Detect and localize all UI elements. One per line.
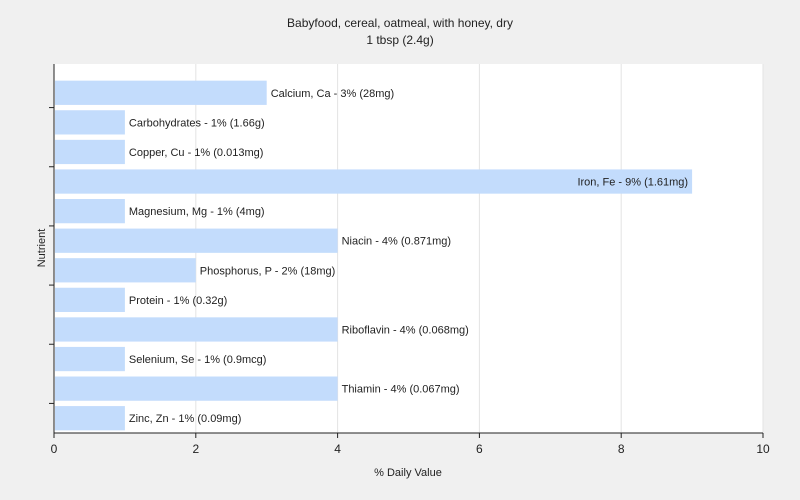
bar bbox=[55, 287, 125, 313]
x-tick-label: 8 bbox=[618, 442, 625, 456]
bar bbox=[55, 169, 693, 194]
y-ticks bbox=[49, 107, 54, 404]
chart-title: Babyfood, cereal, oatmeal, with honey, d… bbox=[287, 16, 513, 30]
x-tick-label: 4 bbox=[334, 442, 341, 456]
bar-label: Zinc, Zn - 1% (0.09mg) bbox=[129, 413, 241, 425]
bar bbox=[55, 376, 338, 401]
x-ticks: 0 2 4 6 8 10 bbox=[51, 433, 770, 456]
bar bbox=[55, 110, 125, 135]
bar-label: Carbohydrates - 1% (1.66g) bbox=[129, 117, 265, 129]
bar bbox=[55, 80, 267, 105]
bar-label: Phosphorus, P - 2% (18mg) bbox=[200, 265, 336, 277]
x-tick-label: 2 bbox=[192, 442, 199, 456]
bar bbox=[55, 258, 196, 283]
bar-label: Thiamin - 4% (0.067mg) bbox=[342, 384, 460, 396]
bar-label: Magnesium, Mg - 1% (4mg) bbox=[129, 206, 265, 218]
bar-label: Copper, Cu - 1% (0.013mg) bbox=[129, 147, 264, 159]
bar-label: Niacin - 4% (0.871mg) bbox=[342, 236, 451, 248]
bar-label: Selenium, Se - 1% (0.9mcg) bbox=[129, 354, 267, 366]
x-axis-title: % Daily Value bbox=[374, 467, 442, 479]
bar bbox=[55, 406, 125, 431]
y-axis-title: Nutrient bbox=[36, 229, 48, 268]
x-tick-label: 10 bbox=[756, 442, 770, 456]
x-tick-label: 6 bbox=[476, 442, 483, 456]
bar-label: Protein - 1% (0.32g) bbox=[129, 295, 227, 307]
bar-label: Calcium, Ca - 3% (28mg) bbox=[271, 88, 394, 100]
bar bbox=[55, 317, 338, 342]
bar bbox=[55, 346, 125, 372]
bar bbox=[55, 139, 125, 165]
bar bbox=[55, 198, 125, 224]
bar-label: Riboflavin - 4% (0.068mg) bbox=[342, 324, 469, 336]
bar-label: Iron, Fe - 9% (1.61mg) bbox=[577, 177, 688, 189]
bars-group: Calcium, Ca - 3% (28mg) Carbohydrates - 1… bbox=[55, 80, 693, 431]
chart-subtitle: 1 tbsp (2.4g) bbox=[366, 33, 433, 47]
x-tick-label: 0 bbox=[51, 442, 58, 456]
bar bbox=[55, 228, 338, 253]
